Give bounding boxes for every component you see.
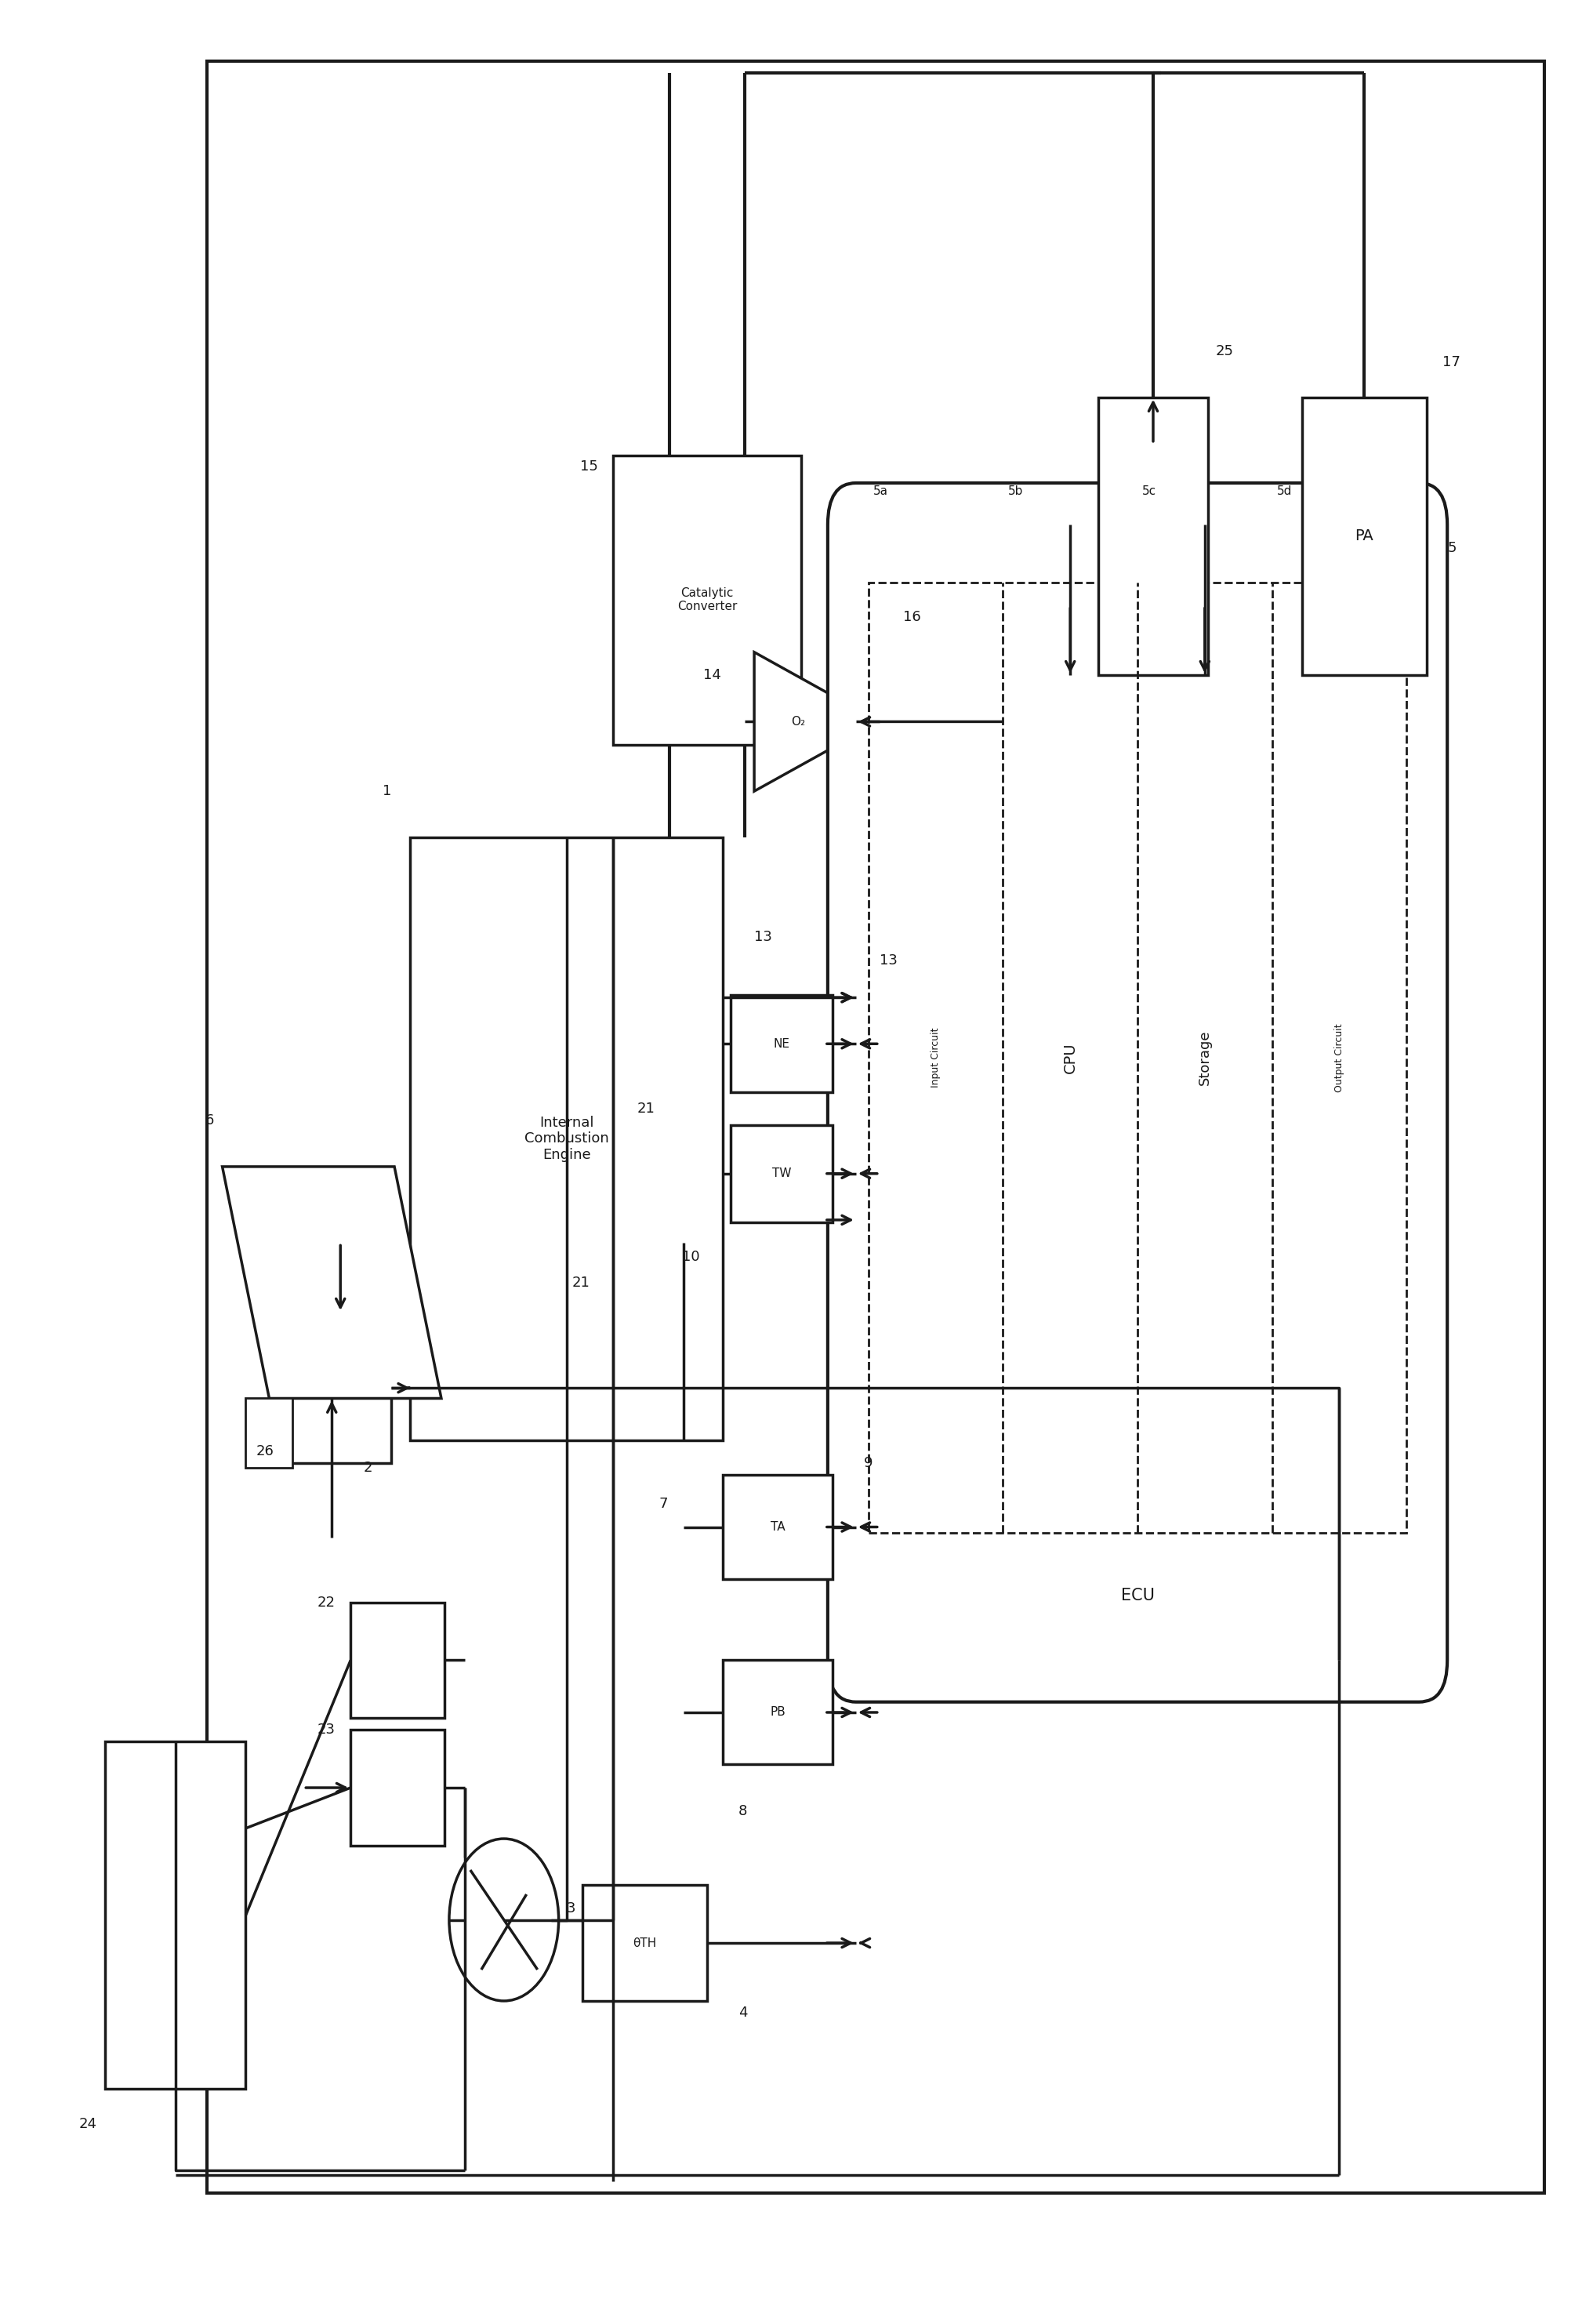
Text: ECU: ECU <box>1120 1587 1155 1604</box>
Bar <box>1098 397 1208 676</box>
Bar <box>723 1476 833 1578</box>
Bar <box>289 1313 391 1464</box>
Bar <box>207 60 1544 2194</box>
Bar <box>731 995 833 1092</box>
Text: 25: 25 <box>1216 344 1233 358</box>
Text: 13: 13 <box>754 930 771 944</box>
Text: Internal
Combustion
Engine: Internal Combustion Engine <box>525 1116 608 1162</box>
Text: Catalytic
Converter: Catalytic Converter <box>677 588 737 614</box>
Text: 23: 23 <box>317 1722 335 1736</box>
FancyBboxPatch shape <box>828 483 1447 1701</box>
Text: 5a: 5a <box>873 486 888 497</box>
Bar <box>245 1399 292 1469</box>
Text: 9: 9 <box>864 1457 873 1471</box>
Text: PA: PA <box>1356 530 1373 544</box>
Text: 13: 13 <box>880 953 897 967</box>
Text: TA: TA <box>770 1522 786 1534</box>
Text: 7: 7 <box>660 1497 668 1511</box>
Text: 16: 16 <box>903 611 921 625</box>
Text: TW: TW <box>771 1167 792 1181</box>
Bar <box>350 1601 445 1717</box>
Bar <box>350 1729 445 1845</box>
Bar <box>105 1741 245 2089</box>
Text: 2: 2 <box>363 1462 372 1476</box>
Text: 3: 3 <box>567 1901 575 1915</box>
Text: 1: 1 <box>382 783 391 797</box>
Circle shape <box>449 1838 559 2001</box>
Text: 26: 26 <box>256 1446 273 1459</box>
Text: Storage: Storage <box>1197 1030 1211 1085</box>
Polygon shape <box>222 1167 441 1399</box>
Text: 21: 21 <box>636 1102 655 1116</box>
Text: 5c: 5c <box>1142 486 1156 497</box>
Bar <box>410 837 723 1441</box>
Bar <box>869 583 1406 1534</box>
Bar <box>723 1659 833 1764</box>
Text: 10: 10 <box>682 1250 699 1264</box>
Text: Input Circuit: Input Circuit <box>930 1027 941 1088</box>
Text: O₂: O₂ <box>790 716 804 727</box>
Text: 17: 17 <box>1442 356 1461 370</box>
Text: 6: 6 <box>206 1113 215 1127</box>
Text: PB: PB <box>770 1706 786 1717</box>
Text: 14: 14 <box>704 669 721 683</box>
Text: θTH: θTH <box>633 1938 657 1950</box>
Text: NE: NE <box>773 1039 790 1050</box>
Text: 5d: 5d <box>1277 486 1291 497</box>
Bar <box>731 1125 833 1222</box>
Bar <box>1302 397 1426 676</box>
Text: Output Circuit: Output Circuit <box>1334 1023 1345 1092</box>
Text: CPU: CPU <box>1064 1041 1078 1074</box>
Bar <box>583 1885 707 2001</box>
Text: 8: 8 <box>738 1803 748 1817</box>
Text: 24: 24 <box>79 2117 97 2131</box>
Bar <box>613 456 801 746</box>
Text: 4: 4 <box>738 2006 748 2020</box>
Text: 22: 22 <box>317 1594 335 1611</box>
Polygon shape <box>754 653 880 790</box>
Text: 15: 15 <box>580 460 597 474</box>
Text: 5b: 5b <box>1007 486 1023 497</box>
Text: 5: 5 <box>1447 541 1456 555</box>
Text: 21: 21 <box>572 1276 591 1290</box>
